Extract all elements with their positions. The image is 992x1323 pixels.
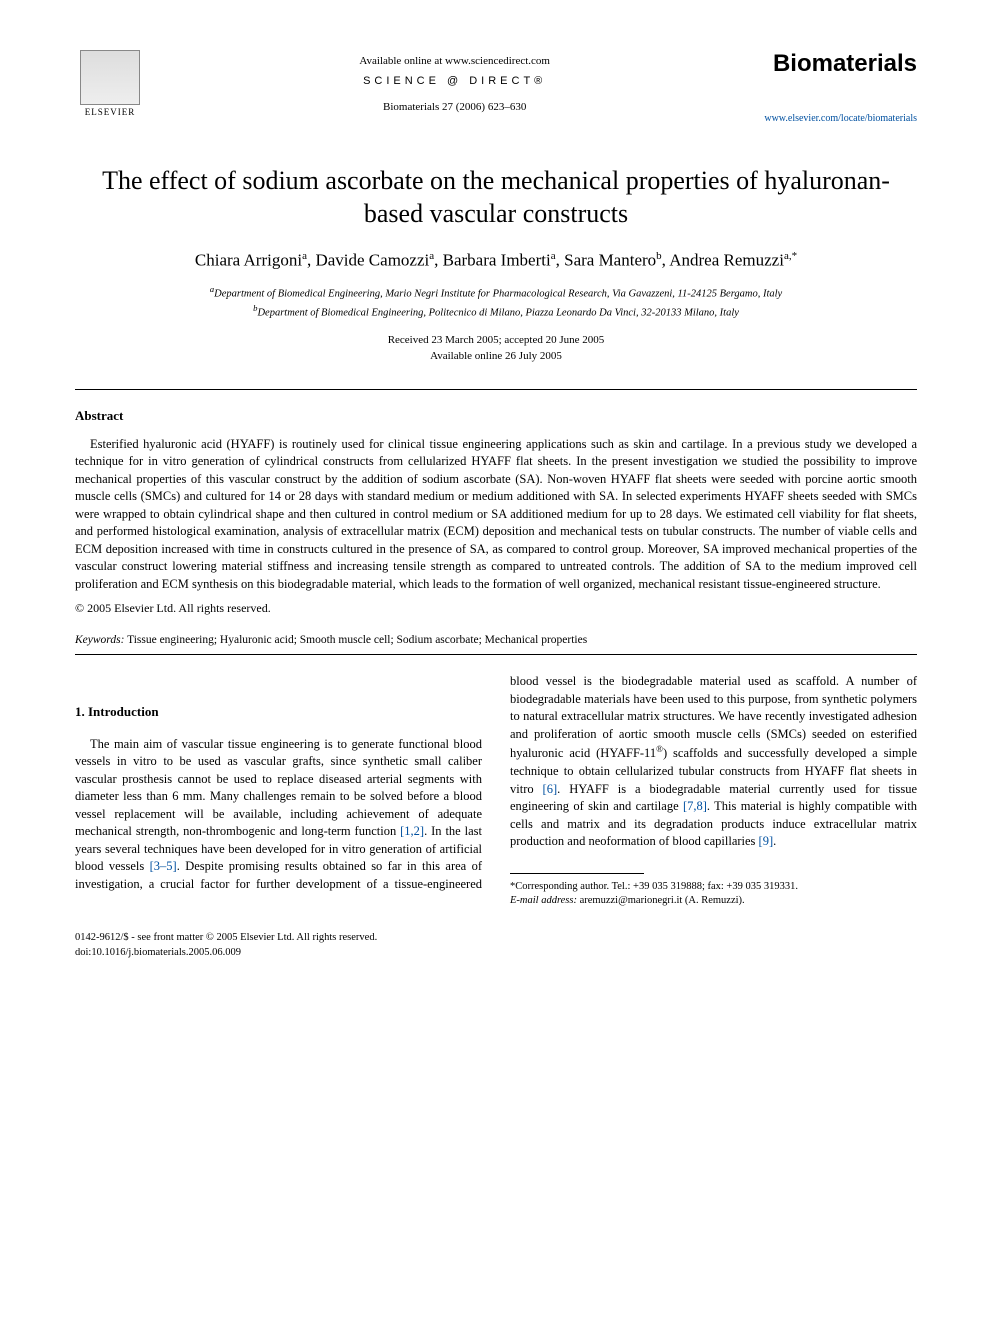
abstract-text: Esterified hyaluronic acid (HYAFF) is ro… <box>75 436 917 594</box>
header-center: Available online at www.sciencedirect.co… <box>145 50 764 113</box>
keywords-label: Keywords: <box>75 634 124 646</box>
article-title: The effect of sodium ascorbate on the me… <box>75 165 917 230</box>
article-dates: Received 23 March 2005; accepted 20 June… <box>75 333 917 364</box>
science-direct-logo: SCIENCE @ DIRECT® <box>145 75 764 87</box>
affiliations: aDepartment of Biomedical Engineering, M… <box>75 283 917 322</box>
footnote-separator <box>510 873 644 874</box>
available-online-text: Available online at www.sciencedirect.co… <box>145 55 764 67</box>
keywords: Keywords: Tissue engineering; Hyaluronic… <box>75 634 917 646</box>
publisher-logo: ELSEVIER <box>75 50 145 130</box>
body-columns: 1. Introduction The main aim of vascular… <box>75 673 917 909</box>
footer: 0142-9612/$ - see front matter © 2005 El… <box>75 931 917 960</box>
divider <box>75 654 917 655</box>
elsevier-tree-icon <box>80 50 140 105</box>
affiliation-b: bDepartment of Biomedical Engineering, P… <box>75 302 917 321</box>
journal-url[interactable]: www.elsevier.com/locate/biomaterials <box>764 113 917 124</box>
corresponding-author-footnote: *Corresponding author. Tel.: +39 035 319… <box>510 880 917 895</box>
received-date: Received 23 March 2005; accepted 20 June… <box>75 333 917 348</box>
publisher-name: ELSEVIER <box>85 107 136 117</box>
email-footnote: E-mail address: aremuzzi@marionegri.it (… <box>510 894 917 909</box>
email-address[interactable]: aremuzzi@marionegri.it (A. Remuzzi). <box>580 895 745 906</box>
affiliation-a: aDepartment of Biomedical Engineering, M… <box>75 283 917 302</box>
online-date: Available online 26 July 2005 <box>75 349 917 364</box>
page-header: ELSEVIER Available online at www.science… <box>75 50 917 130</box>
authors-list: Chiara Arrigonia, Davide Camozzia, Barba… <box>75 250 917 271</box>
journal-name: Biomaterials <box>764 50 917 78</box>
email-label: E-mail address: <box>510 895 577 906</box>
doi-line: doi:10.1016/j.biomaterials.2005.06.009 <box>75 946 917 961</box>
header-right: Biomaterials www.elsevier.com/locate/bio… <box>764 50 917 124</box>
issn-line: 0142-9612/$ - see front matter © 2005 El… <box>75 931 917 946</box>
abstract-heading: Abstract <box>75 408 917 424</box>
citation-text: Biomaterials 27 (2006) 623–630 <box>145 101 764 113</box>
introduction-heading: 1. Introduction <box>75 703 482 721</box>
keywords-text: Tissue engineering; Hyaluronic acid; Smo… <box>127 634 587 646</box>
divider <box>75 389 917 390</box>
abstract-copyright: © 2005 Elsevier Ltd. All rights reserved… <box>75 601 917 616</box>
